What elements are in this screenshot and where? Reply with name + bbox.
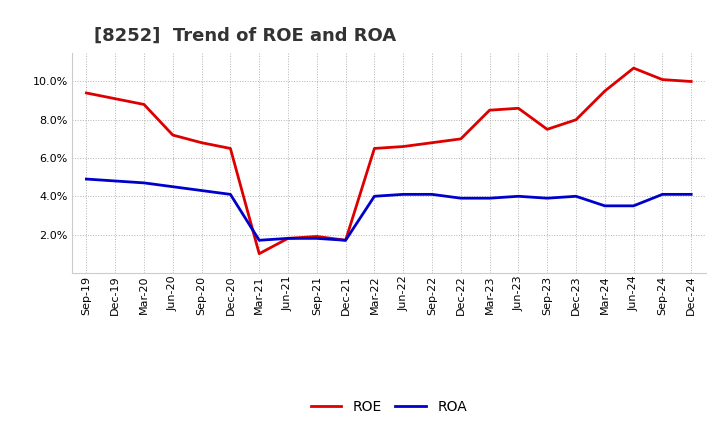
ROE bbox=[312, 234, 321, 239]
ROE bbox=[572, 117, 580, 122]
ROA bbox=[168, 184, 177, 189]
ROA bbox=[687, 192, 696, 197]
ROE bbox=[658, 77, 667, 82]
ROA bbox=[543, 195, 552, 201]
ROE bbox=[399, 144, 408, 149]
ROA bbox=[572, 194, 580, 199]
ROE bbox=[168, 132, 177, 138]
ROA bbox=[255, 238, 264, 243]
ROE bbox=[341, 238, 350, 243]
ROA bbox=[399, 192, 408, 197]
Text: [8252]  Trend of ROE and ROA: [8252] Trend of ROE and ROA bbox=[94, 26, 396, 44]
ROA bbox=[514, 194, 523, 199]
ROA bbox=[428, 192, 436, 197]
ROA bbox=[658, 192, 667, 197]
Legend: ROE, ROA: ROE, ROA bbox=[305, 394, 472, 419]
ROE bbox=[226, 146, 235, 151]
ROA bbox=[140, 180, 148, 186]
ROA bbox=[456, 195, 465, 201]
ROA bbox=[312, 236, 321, 241]
ROE bbox=[629, 66, 638, 71]
ROA bbox=[197, 188, 206, 193]
ROE bbox=[140, 102, 148, 107]
ROE bbox=[687, 79, 696, 84]
ROE bbox=[456, 136, 465, 142]
ROA bbox=[284, 236, 292, 241]
ROA bbox=[226, 192, 235, 197]
ROE bbox=[82, 90, 91, 95]
ROA bbox=[82, 176, 91, 182]
ROE bbox=[284, 236, 292, 241]
ROA bbox=[341, 238, 350, 243]
ROE bbox=[485, 107, 494, 113]
Line: ROE: ROE bbox=[86, 68, 691, 254]
ROE bbox=[428, 140, 436, 145]
ROA bbox=[600, 203, 609, 209]
ROE bbox=[111, 96, 120, 101]
ROE bbox=[543, 127, 552, 132]
ROE bbox=[370, 146, 379, 151]
ROE bbox=[197, 140, 206, 145]
ROE bbox=[255, 251, 264, 257]
ROA bbox=[485, 195, 494, 201]
ROA bbox=[370, 194, 379, 199]
ROA bbox=[629, 203, 638, 209]
ROE bbox=[600, 88, 609, 94]
ROA bbox=[111, 178, 120, 183]
Line: ROA: ROA bbox=[86, 179, 691, 240]
ROE bbox=[514, 106, 523, 111]
